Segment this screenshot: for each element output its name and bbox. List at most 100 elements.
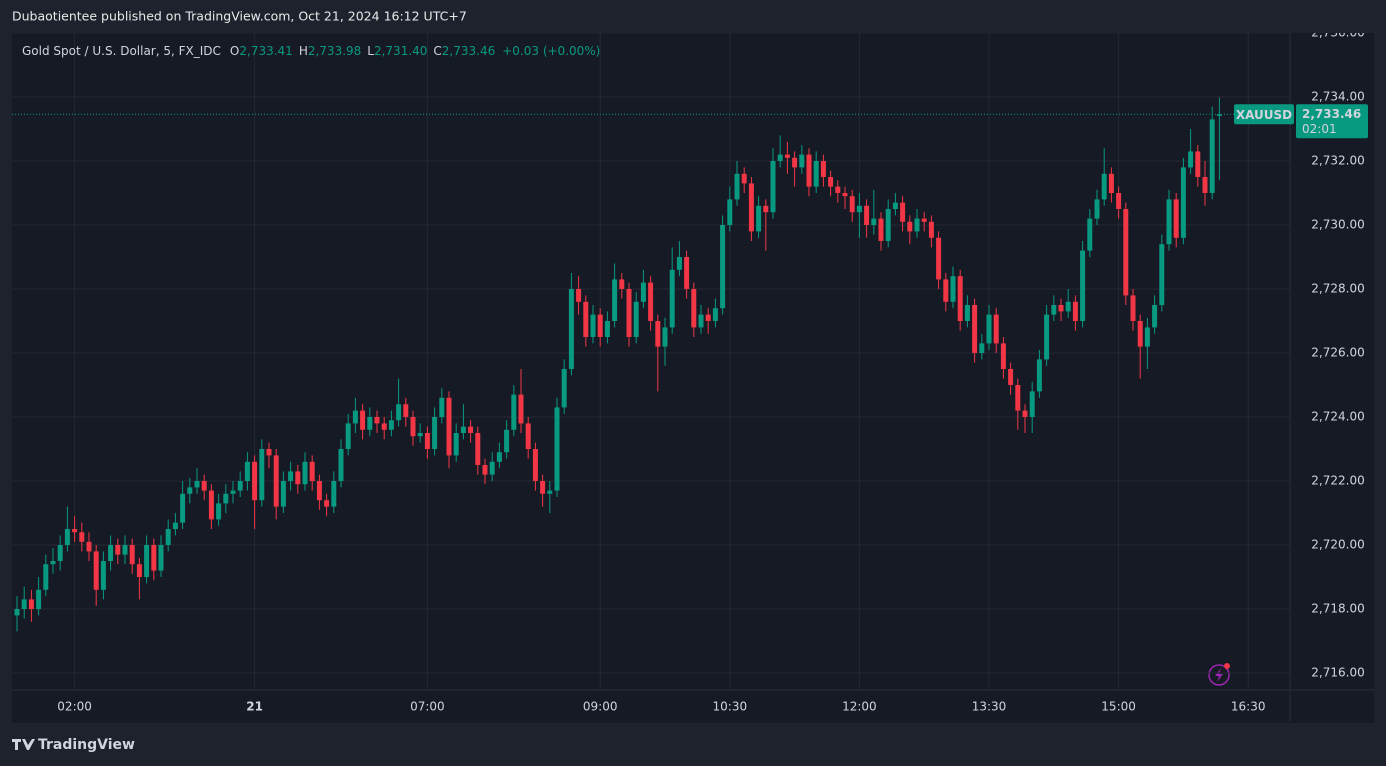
candle-body: [727, 199, 733, 225]
candle-body: [72, 529, 78, 533]
candle-body: [619, 279, 625, 289]
legend-change: +0.03 (+0.00%): [502, 44, 600, 58]
candle-body: [129, 545, 135, 565]
replay-icon: [1208, 663, 1230, 686]
candle-body: [712, 308, 718, 321]
candle-body: [921, 218, 927, 222]
candle-body: [943, 279, 949, 302]
candle-body: [1209, 119, 1215, 193]
candle-body: [230, 490, 236, 494]
candle-body: [1195, 151, 1201, 177]
candle-body: [900, 202, 906, 222]
candle-body: [748, 183, 754, 232]
candle-body: [460, 426, 466, 433]
candle-body: [57, 545, 63, 561]
candle-body: [1101, 173, 1107, 200]
header-text: Dubaotientee published on TradingView.co…: [12, 9, 467, 24]
x-tick-label: 12:00: [842, 700, 877, 714]
plot-area: 2,716.00 2,718.00 2,720.00 2,722.00 2,724.00…: [12, 26, 1374, 722]
brand-text: TradingView: [38, 737, 135, 753]
candle-body: [777, 154, 783, 161]
candle-body: [345, 423, 351, 449]
y-tick-label: 2,720.00: [1311, 538, 1364, 552]
candle-body: [1173, 199, 1179, 238]
y-tick-label: 2,734.00: [1311, 90, 1364, 104]
legend-value: 2,733.41: [239, 44, 292, 58]
candle-body: [360, 410, 366, 430]
candle-body: [705, 314, 711, 321]
legend-value: 2,731.40: [374, 44, 427, 58]
candle-body: [856, 205, 862, 213]
countdown-label: 02:01: [1302, 122, 1337, 136]
candle-body: [295, 471, 301, 485]
candle-body: [957, 276, 963, 321]
legend-value: 2,733.46: [442, 44, 495, 58]
price-tag: [1296, 104, 1368, 139]
chart-background: [12, 33, 1374, 723]
candle-body: [1216, 114, 1222, 116]
candle-body: [676, 257, 682, 270]
candle-body: [1159, 244, 1165, 305]
candle-body: [86, 541, 92, 552]
candle-body: [1051, 305, 1057, 315]
candle-body: [540, 481, 546, 494]
candle-body: [187, 487, 193, 494]
candle-body: [640, 282, 646, 302]
legend-key: C: [433, 44, 441, 58]
legend: Gold Spot / U.S. Dollar, 5, FX_IDC O2,733…: [22, 44, 600, 58]
y-tick-label: 2,732.00: [1311, 154, 1364, 168]
candle-body: [597, 314, 603, 337]
symbol-tag: [1234, 104, 1294, 125]
candle-body: [972, 305, 978, 353]
y-tick-label: 2,724.00: [1311, 410, 1364, 424]
x-tick-label: 13:30: [972, 700, 1007, 714]
candle-body: [734, 173, 740, 200]
x-tick-label: 21: [246, 700, 263, 714]
candle-body: [316, 481, 322, 501]
candle-body: [914, 218, 920, 232]
candle-body: [453, 433, 459, 456]
candle-body: [1188, 151, 1194, 168]
legend-title: Gold Spot / U.S. Dollar, 5, FX_IDC: [22, 44, 221, 58]
y-tick-label: 2,736.00: [1311, 26, 1364, 40]
candle-body: [100, 561, 106, 590]
candle-body: [799, 154, 805, 168]
x-tick-label: 07:00: [410, 700, 445, 714]
candle-body: [180, 493, 186, 523]
candle-body: [1058, 305, 1064, 312]
candle-body: [266, 449, 272, 456]
candle-body: [489, 461, 495, 475]
candle-body: [216, 503, 222, 520]
candle-body: [151, 545, 157, 571]
candle-body: [1180, 167, 1186, 238]
tradingview-logo: [12, 739, 35, 750]
candle-body: [367, 417, 373, 430]
candle-body: [158, 545, 164, 571]
candle-body: [194, 481, 200, 488]
candle-body: [979, 343, 985, 353]
candle-body: [720, 225, 726, 309]
candle-body: [583, 301, 589, 337]
candle-body: [482, 465, 488, 475]
candle-body: [964, 305, 970, 321]
candle-body: [950, 276, 956, 302]
candle-body: [547, 490, 553, 494]
candle-body: [36, 589, 42, 609]
x-tick-label: 16:30: [1231, 700, 1266, 714]
candle-body: [770, 161, 776, 213]
candle-body: [885, 209, 891, 241]
candle-body: [1152, 305, 1158, 328]
candle-body: [50, 561, 56, 565]
candle-body: [64, 529, 70, 545]
candle-body: [511, 394, 517, 430]
candle-body: [525, 423, 531, 449]
candle-body: [302, 461, 308, 485]
candle-body: [554, 407, 560, 491]
candle-body: [756, 205, 762, 232]
candle-body: [280, 481, 286, 507]
candle-body: [21, 599, 27, 609]
candle-body: [1137, 321, 1143, 347]
candle-body: [504, 429, 510, 453]
